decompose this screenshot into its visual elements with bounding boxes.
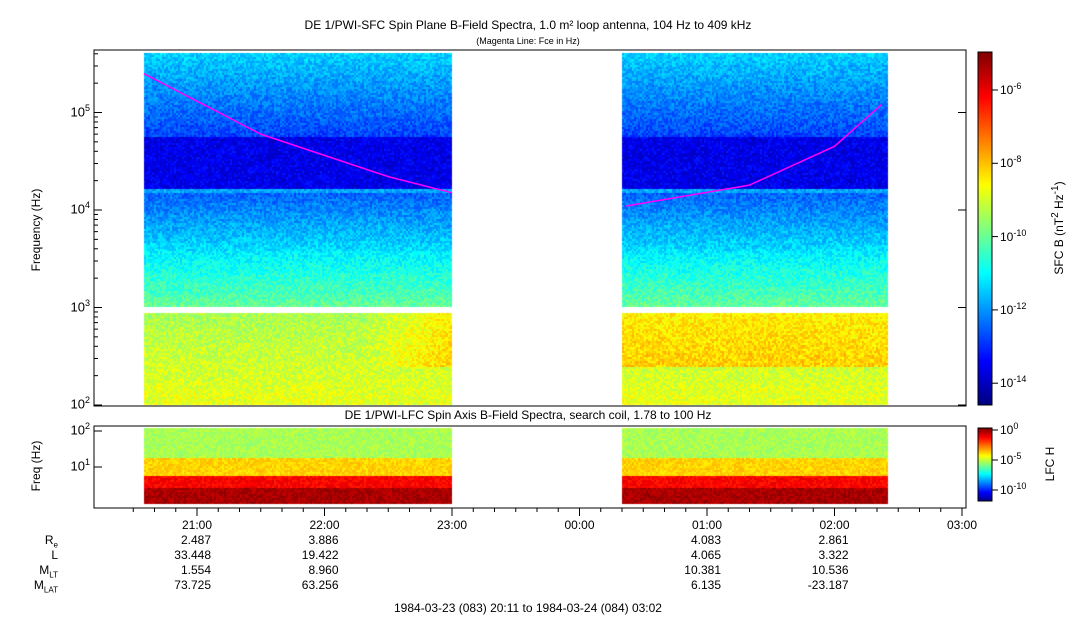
sfc-title: DE 1/PWI-SFC Spin Plane B-Field Spectra,… bbox=[304, 18, 752, 32]
ephemeris-value: 6.135 bbox=[690, 578, 721, 592]
ephemeris-value: 3.322 bbox=[818, 548, 849, 562]
ephemeris-label-MLT: MLT bbox=[39, 563, 58, 580]
ephemeris-label-MLAT: MLAT bbox=[33, 578, 58, 595]
lfc-cbar-tick-label: 10-5 bbox=[1000, 451, 1022, 467]
ephemeris-value: 2.487 bbox=[180, 533, 211, 547]
xtick-label: 02:00 bbox=[819, 518, 850, 532]
sfc-cbar-tick-label: 10-8 bbox=[1000, 154, 1022, 171]
ephemeris-value: 4.065 bbox=[690, 548, 721, 562]
lfc-ytick-label: 101 bbox=[70, 457, 90, 474]
sfc-ytick-label: 105 bbox=[70, 102, 90, 119]
lfc-cbar-tick-label: 100 bbox=[1000, 421, 1019, 437]
sfc-colorbar-label: SFC B (nT2 Hz-1) bbox=[1050, 181, 1066, 275]
ephemeris-label-Re: Re bbox=[44, 533, 58, 550]
ephemeris-value: -23.187 bbox=[807, 578, 849, 592]
xtick-label: 01:00 bbox=[691, 518, 723, 532]
sfc-cbar-tick-label: 10-14 bbox=[1000, 374, 1027, 391]
time-range: 1984-03-23 (083) 20:11 to 1984-03-24 (08… bbox=[394, 601, 662, 615]
sfc-ytick-label: 103 bbox=[70, 297, 90, 314]
sfc-cbar-tick-label: 10-6 bbox=[1000, 81, 1022, 97]
lfc-ytick-label: 102 bbox=[70, 421, 90, 438]
xtick-label: 03:00 bbox=[946, 518, 978, 532]
sfc-ylabel: Frequency (Hz) bbox=[29, 188, 43, 272]
ephemeris-value: 1.554 bbox=[180, 563, 211, 577]
sfc-plot-frame bbox=[93, 49, 967, 407]
ephemeris-value: 10.536 bbox=[811, 563, 849, 577]
ephemeris-label-L: L bbox=[51, 548, 58, 562]
sfc-cbar-tick-label: 10-12 bbox=[1000, 300, 1027, 317]
lfc-ylabel: Freq (Hz) bbox=[29, 440, 43, 492]
sfc-cbar-tick-label: 10-10 bbox=[1000, 227, 1027, 244]
sfc-ytick-label: 104 bbox=[70, 200, 90, 217]
xtick-label: 00:00 bbox=[564, 518, 595, 532]
ephemeris-value: 8.960 bbox=[308, 563, 339, 577]
xtick-label: 23:00 bbox=[436, 518, 468, 532]
ephemeris-value: 73.725 bbox=[174, 578, 211, 592]
sfc-subtitle: (Magenta Line: Fce in Hz) bbox=[476, 36, 580, 46]
ephemeris-value: 3.886 bbox=[308, 533, 339, 547]
ephemeris-value: 4.083 bbox=[690, 533, 721, 547]
sfc-colorbar-frame bbox=[977, 51, 993, 406]
lfc-colorbar-label: LFC H bbox=[1043, 446, 1057, 482]
lfc-plot-frame bbox=[93, 425, 967, 509]
fce-line-0 bbox=[143, 73, 453, 194]
lfc-colorbar-frame bbox=[977, 427, 993, 502]
ephemeris-value: 10.381 bbox=[684, 563, 721, 577]
lfc-cbar-tick-label: 10-10 bbox=[1000, 481, 1027, 497]
ephemeris-value: 33.448 bbox=[174, 548, 211, 562]
xtick-label: 22:00 bbox=[309, 518, 340, 532]
sfc-ytick-label: 102 bbox=[70, 395, 90, 412]
fce-line-1 bbox=[626, 104, 882, 207]
ephemeris-value: 2.861 bbox=[818, 533, 849, 547]
ephemeris-value: 63.256 bbox=[301, 578, 339, 592]
lfc-title: DE 1/PWI-LFC Spin Axis B-Field Spectra, … bbox=[344, 408, 712, 422]
ephemeris-value: 19.422 bbox=[301, 548, 339, 562]
xtick-label: 21:00 bbox=[181, 518, 213, 532]
